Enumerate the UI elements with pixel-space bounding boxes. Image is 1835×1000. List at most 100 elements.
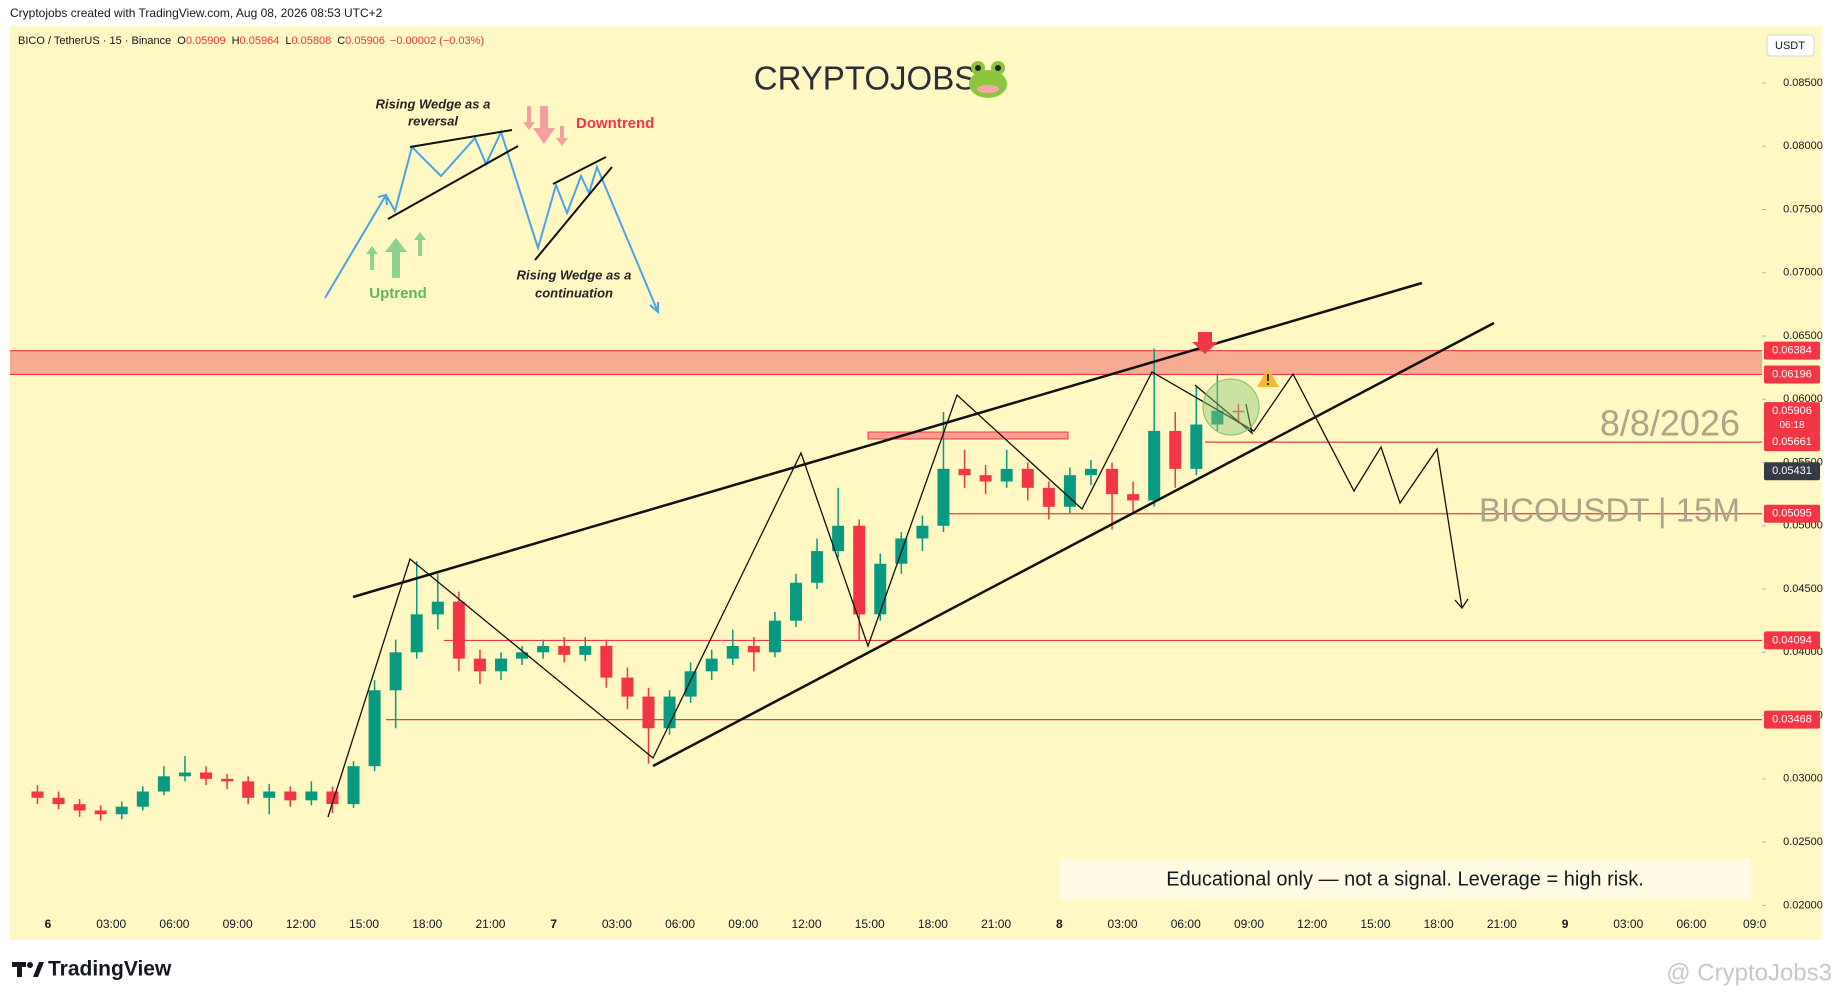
candle-body — [642, 696, 655, 729]
candle-body — [1232, 410, 1245, 413]
y-tick-label: 0.02500 — [1783, 836, 1823, 848]
price-tag-label: 0.05661 — [1772, 436, 1812, 448]
candle-body — [1063, 475, 1076, 507]
logo-text[interactable]: TradingView — [48, 958, 172, 981]
price-tag — [1764, 631, 1820, 650]
x-tick-label: 03:00 — [1108, 917, 1138, 931]
currency-button[interactable] — [1766, 34, 1815, 57]
price-lines — [10, 350, 1762, 721]
candle-body — [136, 791, 149, 807]
x-tick-label: 09:00 — [223, 917, 253, 931]
credit: Cryptojobs created with TradingView.com,… — [10, 6, 383, 20]
candle-body — [579, 645, 592, 655]
x-tick-label: 15:00 — [855, 917, 885, 931]
zone-fill — [10, 350, 1762, 375]
downtrend-arrows — [523, 106, 568, 146]
price-tag — [1764, 341, 1820, 360]
candle-body — [473, 658, 486, 672]
candle-body — [663, 696, 676, 729]
ohlc-value: 0.05808 — [291, 35, 331, 47]
y-tick-label: 0.06500 — [1783, 330, 1823, 342]
candle-body — [1148, 430, 1161, 501]
y-tick-label: 0.08500 — [1783, 77, 1823, 89]
candle-body — [958, 468, 971, 476]
candle-body — [431, 601, 444, 615]
y-tick-label: 0.08000 — [1783, 140, 1823, 152]
x-tick-label: 6 — [45, 917, 52, 931]
annotation: Downtrend — [576, 115, 654, 132]
annotation: Rising Wedge as a — [376, 96, 491, 111]
x-tick-label: 21:00 — [1487, 917, 1517, 931]
resistance-zone — [10, 350, 1762, 375]
logo[interactable] — [12, 962, 44, 977]
ohlc-key: C — [337, 35, 345, 47]
candle-body — [115, 806, 128, 815]
candles — [31, 348, 1245, 821]
x-tick-label: 06:00 — [665, 917, 695, 931]
candle-body — [747, 645, 760, 653]
price-tag-label: 0.06384 — [1772, 345, 1812, 357]
price-tag-label: 0.05906 — [1772, 405, 1812, 417]
change: −0.00002 (−0.03%) — [390, 35, 484, 47]
y-tick-label: 0.03000 — [1783, 773, 1823, 785]
countdown: 06:18 — [1779, 420, 1804, 431]
candle-body — [221, 778, 234, 782]
candle-body — [600, 645, 613, 678]
annotation: Uptrend — [369, 285, 427, 302]
candle-body — [31, 791, 44, 798]
candle-body — [347, 766, 360, 805]
x-tick-label: 18:00 — [412, 917, 442, 931]
candle-body — [853, 525, 866, 615]
annotation: reversal — [408, 113, 458, 128]
candle-body — [1042, 487, 1055, 507]
ohlc-value: 0.05964 — [240, 35, 280, 47]
x-tick-label: 21:00 — [475, 917, 505, 931]
chart-area — [10, 26, 1821, 940]
candle-body — [452, 601, 465, 659]
x-tick-label: 09:0 — [1743, 917, 1767, 931]
candle-body — [73, 804, 86, 811]
date-label: 8/8/2026 — [1600, 403, 1740, 444]
symbol-info: BICO / TetherUS · 15 · Binance O0.05909 H0… — [18, 35, 484, 47]
x-tick-label: 06:00 — [159, 917, 189, 931]
price-tag-label: 0.03468 — [1772, 714, 1812, 726]
ohlc-value: 0.05909 — [186, 35, 226, 47]
candle-body — [1190, 424, 1203, 469]
candle-body — [178, 772, 191, 777]
price-tag-label: 0.04094 — [1772, 634, 1812, 646]
symbol: BICO / TetherUS · 15 · Binance — [18, 35, 171, 47]
watermark: @ CryptoJobs3 — [1666, 959, 1832, 986]
candle-body — [368, 690, 381, 767]
x-tick-label: 03:00 — [602, 917, 632, 931]
x-tick-label: 21:00 — [981, 917, 1011, 931]
x-tick-label: 18:00 — [1424, 917, 1454, 931]
wedge-sketch — [387, 129, 613, 261]
ohlc-key: H — [232, 35, 240, 47]
pair-label: BICOUSDT | 15M — [1479, 492, 1740, 529]
candle-body — [263, 791, 276, 798]
annotation: continuation — [535, 285, 613, 300]
candle-body — [305, 791, 318, 801]
candle-body — [979, 475, 992, 482]
ohlc-value: 0.05906 — [345, 35, 385, 47]
x-tick-label: 09:00 — [728, 917, 758, 931]
candle-body — [242, 781, 255, 798]
candle-body — [1106, 468, 1119, 495]
candle-body — [1169, 430, 1182, 469]
x-tick-label: 15:00 — [1360, 917, 1390, 931]
x-tick-label: 03:00 — [96, 917, 126, 931]
x-tick-label: 06:00 — [1676, 917, 1706, 931]
candle-body — [874, 563, 887, 615]
candle-body — [94, 810, 107, 815]
candle-body — [537, 645, 550, 653]
uptrend-arrows — [366, 232, 426, 278]
candle-body — [621, 677, 634, 697]
price-tag — [1764, 433, 1820, 452]
price-axis: 0.020000.025000.030000.035000.040000.045… — [1762, 77, 1823, 911]
candle-body — [516, 652, 529, 659]
symbol-line: BICO / TetherUS · 15 · Binance O0.05909 H0… — [18, 35, 484, 47]
y-tick-label: 0.07500 — [1783, 203, 1823, 215]
currency-label[interactable]: USDT — [1775, 40, 1805, 52]
price-tag — [1764, 504, 1820, 523]
